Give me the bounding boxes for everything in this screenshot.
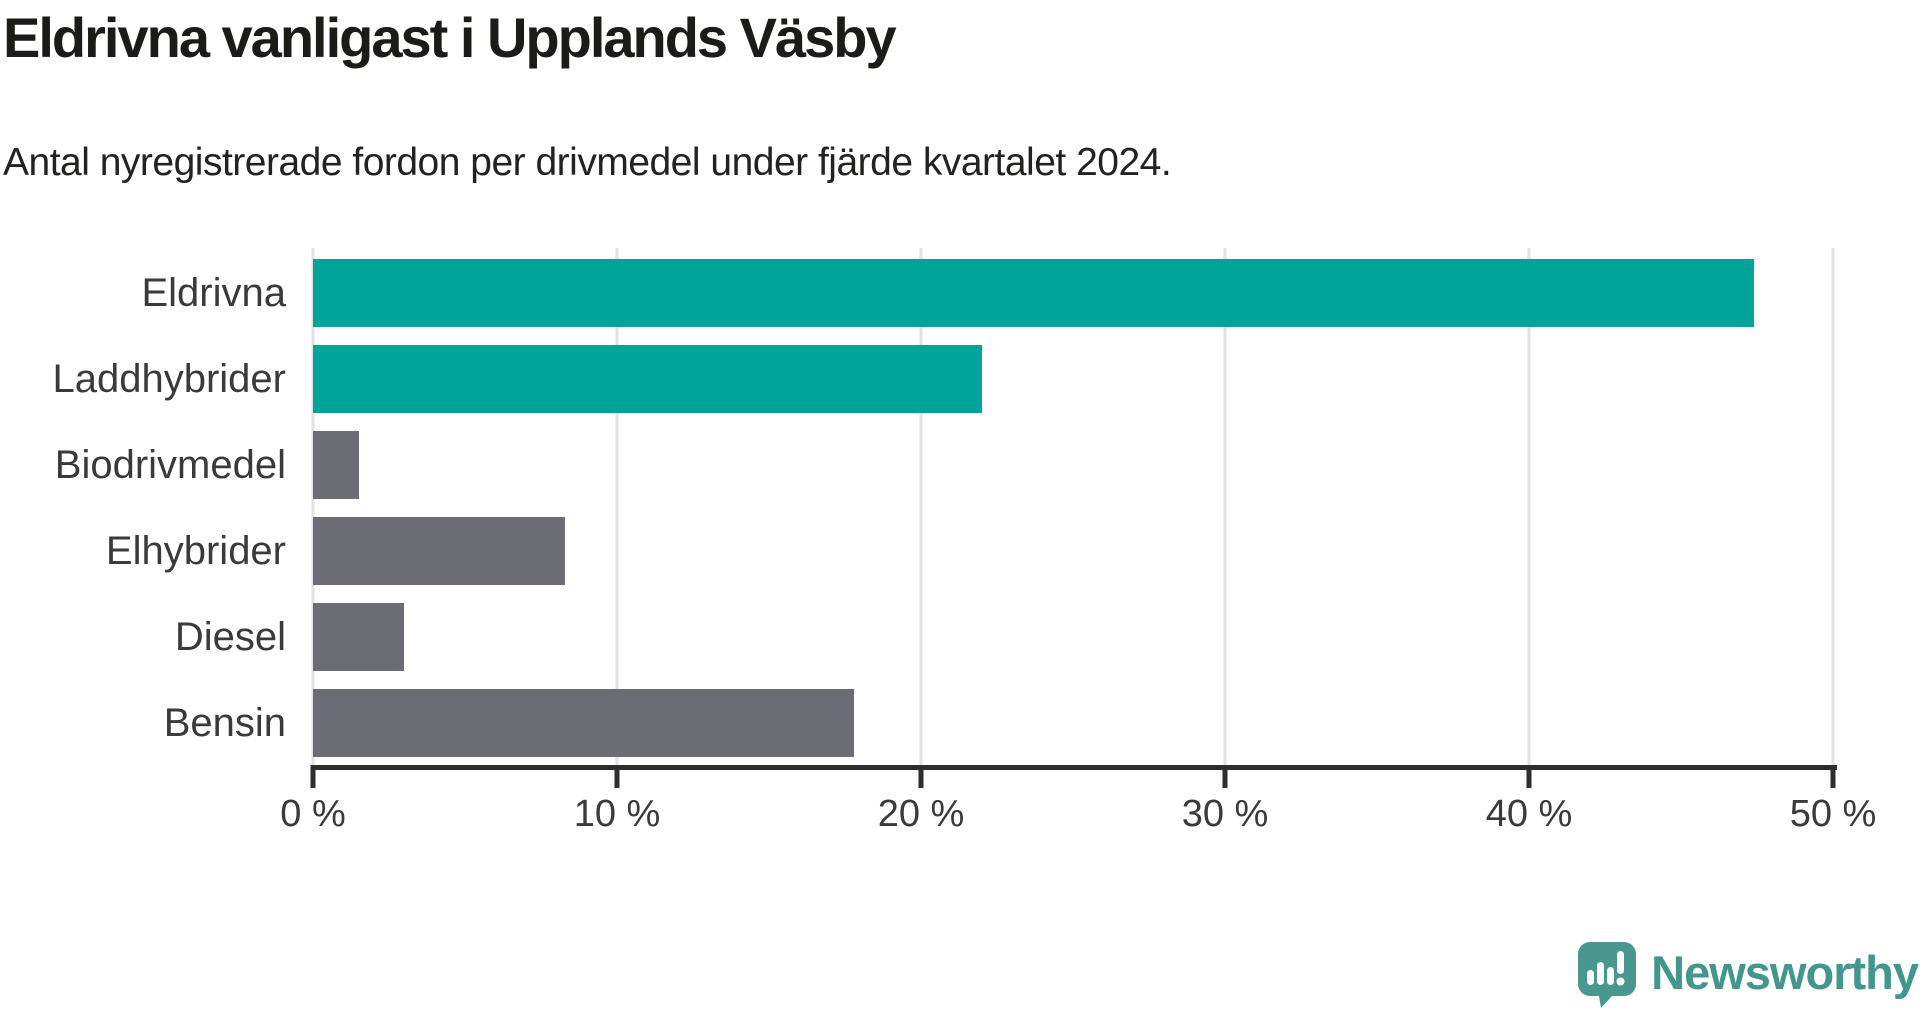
category-label-bensin: Bensin xyxy=(163,701,286,745)
x-tick-30 xyxy=(1222,765,1228,788)
x-tick-label-30: 30 % xyxy=(1181,793,1269,835)
x-tick-10 xyxy=(614,765,620,788)
x-tick-20 xyxy=(918,765,924,788)
x-tick-40 xyxy=(1526,765,1532,788)
category-label-biodrivmedel: Biodrivmedel xyxy=(54,443,286,487)
x-tick-label-40: 40 % xyxy=(1485,793,1573,835)
newsworthy-logo-icon xyxy=(1578,942,1637,1008)
x-tick-50 xyxy=(1830,765,1836,788)
bar-elhybrider xyxy=(313,517,566,585)
category-label-laddhybrider: Laddhybrider xyxy=(52,357,287,401)
x-tick-label-50: 50 % xyxy=(1789,793,1877,835)
plot-area xyxy=(311,248,1835,766)
gridline-0 xyxy=(311,248,315,766)
gridline-10 xyxy=(615,248,619,766)
bar-biodrivmedel xyxy=(313,431,359,499)
x-tick-label-0: 0 % xyxy=(280,793,346,835)
bar-bensin xyxy=(313,689,855,757)
category-label-diesel: Diesel xyxy=(174,615,286,659)
chart-subtitle: Antal nyregistrerade fordon per drivmede… xyxy=(3,141,1172,184)
gridline-50 xyxy=(1831,248,1835,766)
category-label-elhybrider: Elhybrider xyxy=(105,529,286,573)
x-axis-line xyxy=(311,765,1837,770)
x-tick-0 xyxy=(310,765,316,788)
gridline-40 xyxy=(1527,248,1531,766)
gridline-20 xyxy=(919,248,923,766)
x-tick-label-10: 10 % xyxy=(573,793,661,835)
bar-diesel xyxy=(313,603,405,671)
category-label-eldrivna: Eldrivna xyxy=(141,271,286,315)
bar-laddhybrider xyxy=(313,345,982,413)
gridline-30 xyxy=(1223,248,1227,766)
newsworthy-logo: Newsworthy xyxy=(1578,942,1919,1008)
newsworthy-wordmark: Newsworthy xyxy=(1651,946,1919,999)
bar-eldrivna xyxy=(313,259,1754,327)
chart-title: Eldrivna vanligast i Upplands Väsby xyxy=(3,6,897,69)
x-tick-label-20: 20 % xyxy=(877,793,965,835)
